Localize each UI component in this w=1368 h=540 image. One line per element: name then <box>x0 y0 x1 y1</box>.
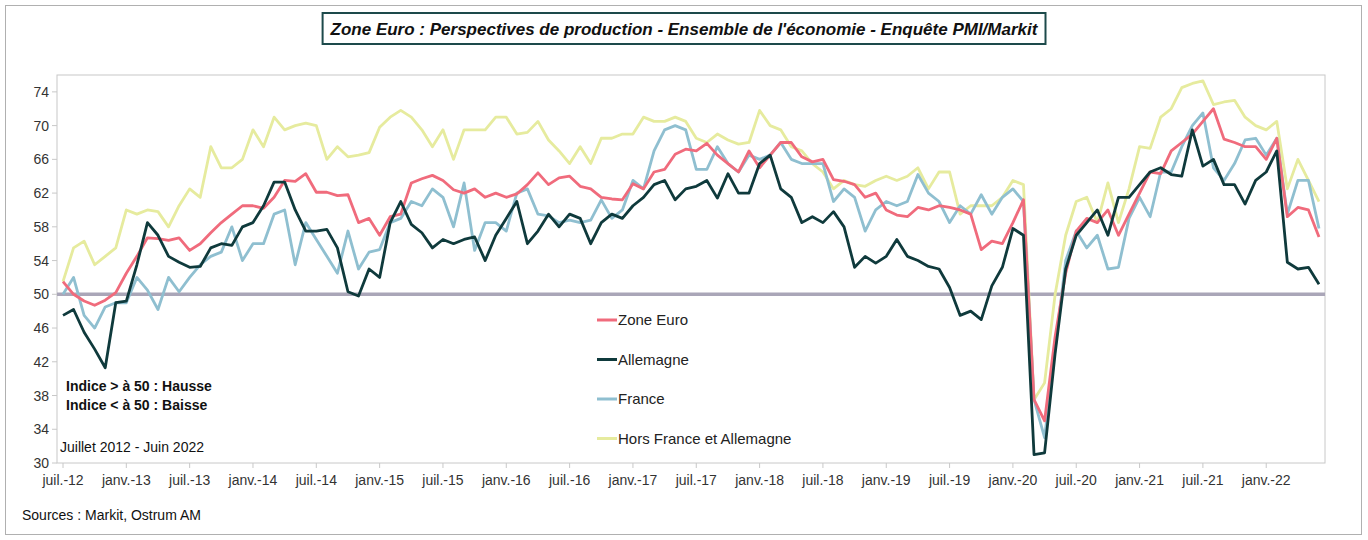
series-line <box>63 109 1319 421</box>
legend-label: Hors France et Allemagne <box>618 430 791 447</box>
x-tick-label: janv.-22 <box>1241 472 1291 488</box>
x-tick <box>569 463 570 468</box>
y-tick-label: 66 <box>33 151 49 167</box>
x-tick <box>886 463 887 468</box>
y-tick-label: 58 <box>33 219 49 235</box>
x-tick-label: janv.-17 <box>608 472 658 488</box>
x-tick <box>949 463 950 468</box>
y-tick-label: 30 <box>33 455 49 471</box>
y-tick-label: 38 <box>33 388 49 404</box>
x-tick-label: janv.-20 <box>988 472 1038 488</box>
legend-swatch <box>597 437 617 440</box>
title-box <box>323 13 1046 44</box>
y-tick <box>52 125 57 126</box>
x-tick <box>1266 463 1267 468</box>
y-tick <box>52 193 57 194</box>
x-tick-label: juil.-21 <box>1181 472 1223 488</box>
x-tick-label: juil.-12 <box>41 472 83 488</box>
x-tick-label: juil.-15 <box>421 472 463 488</box>
x-tick <box>126 463 127 468</box>
x-tick-label: juil.-13 <box>168 472 210 488</box>
title: Zone Euro : Perspectives de production -… <box>330 20 1039 39</box>
y-tick <box>52 91 57 92</box>
plot-frame <box>57 75 1325 463</box>
y-tick <box>52 395 57 396</box>
y-tick <box>52 429 57 430</box>
source: Sources : Markit, Ostrum AM <box>22 507 201 523</box>
x-tick-label: juil.-19 <box>928 472 970 488</box>
x-tick <box>1012 463 1013 468</box>
y-tick <box>52 226 57 227</box>
x-tick-label: janv.-14 <box>228 472 278 488</box>
legend: Zone Euro Allemagne France Hors France et A… <box>597 311 791 447</box>
x-tick <box>63 463 64 468</box>
x-tick <box>252 463 253 468</box>
legend-label: Zone Euro <box>618 311 688 328</box>
plot-area <box>57 81 1325 455</box>
series-line <box>63 130 1319 455</box>
annotations: Indice > à 50 : Hausse Indice < à 50 : Ba… <box>60 378 212 455</box>
x-tick <box>696 463 697 468</box>
x-tick-label: janv.-13 <box>101 472 151 488</box>
x-axis: juil.-12 janv.-13 juil.-13 janv.-14 juil.-14… <box>41 463 1290 488</box>
x-tick <box>506 463 507 468</box>
x-tick <box>442 463 443 468</box>
y-tick <box>52 294 57 295</box>
annotation: Indice < à 50 : Baisse <box>66 397 207 413</box>
x-tick <box>1139 463 1140 468</box>
reference-line <box>57 293 1325 297</box>
x-tick-label: juil.-17 <box>675 472 717 488</box>
annotation: Juillet 2012 - Juin 2022 <box>60 439 204 455</box>
x-tick-label: juil.-16 <box>548 472 590 488</box>
x-tick-label: juil.-18 <box>801 472 843 488</box>
x-tick <box>189 463 190 468</box>
annotation: Indice > à 50 : Hausse <box>66 378 212 394</box>
x-tick-label: janv.-19 <box>861 472 911 488</box>
x-tick <box>1076 463 1077 468</box>
y-tick <box>52 260 57 261</box>
y-tick-label: 34 <box>33 421 49 437</box>
y-tick-label: 74 <box>33 84 49 100</box>
series-line <box>63 81 1319 400</box>
legend-swatch <box>597 358 617 361</box>
x-tick <box>759 463 760 468</box>
y-tick-label: 70 <box>33 118 49 134</box>
chart-root: 30 34 38 42 46 50 54 58 62 66 70 74 juil.-12 janv.-13… <box>0 0 1368 540</box>
y-tick <box>52 159 57 160</box>
chart: 30 34 38 42 46 50 54 58 62 66 70 74 juil.-12 janv.-13… <box>0 0 1368 540</box>
legend-label: Allemagne <box>618 351 689 368</box>
title-group: Zone Euro : Perspectives de production -… <box>323 13 1046 44</box>
y-tick-label: 50 <box>33 286 49 302</box>
y-tick <box>52 361 57 362</box>
x-tick-label: juil.-14 <box>295 472 337 488</box>
x-tick <box>1202 463 1203 468</box>
y-axis: 30 34 38 42 46 50 54 58 62 66 70 74 <box>33 84 57 471</box>
y-tick-label: 54 <box>33 253 49 269</box>
x-tick-label: janv.-21 <box>1114 472 1164 488</box>
legend-label: France <box>618 390 665 407</box>
outer-frame <box>6 6 1362 535</box>
y-tick-label: 42 <box>33 354 49 370</box>
x-tick <box>822 463 823 468</box>
y-tick <box>52 463 57 464</box>
legend-swatch <box>597 319 617 322</box>
x-tick <box>379 463 380 468</box>
y-tick-label: 46 <box>33 320 49 336</box>
y-tick <box>52 328 57 329</box>
x-tick-label: janv.-15 <box>354 472 404 488</box>
x-tick <box>316 463 317 468</box>
x-tick-label: janv.-18 <box>734 472 784 488</box>
legend-swatch <box>597 398 617 401</box>
x-tick-label: juil.-20 <box>1055 472 1097 488</box>
series-line <box>63 113 1319 438</box>
y-tick-label: 62 <box>33 185 49 201</box>
x-tick <box>632 463 633 468</box>
x-tick-label: janv.-16 <box>481 472 531 488</box>
